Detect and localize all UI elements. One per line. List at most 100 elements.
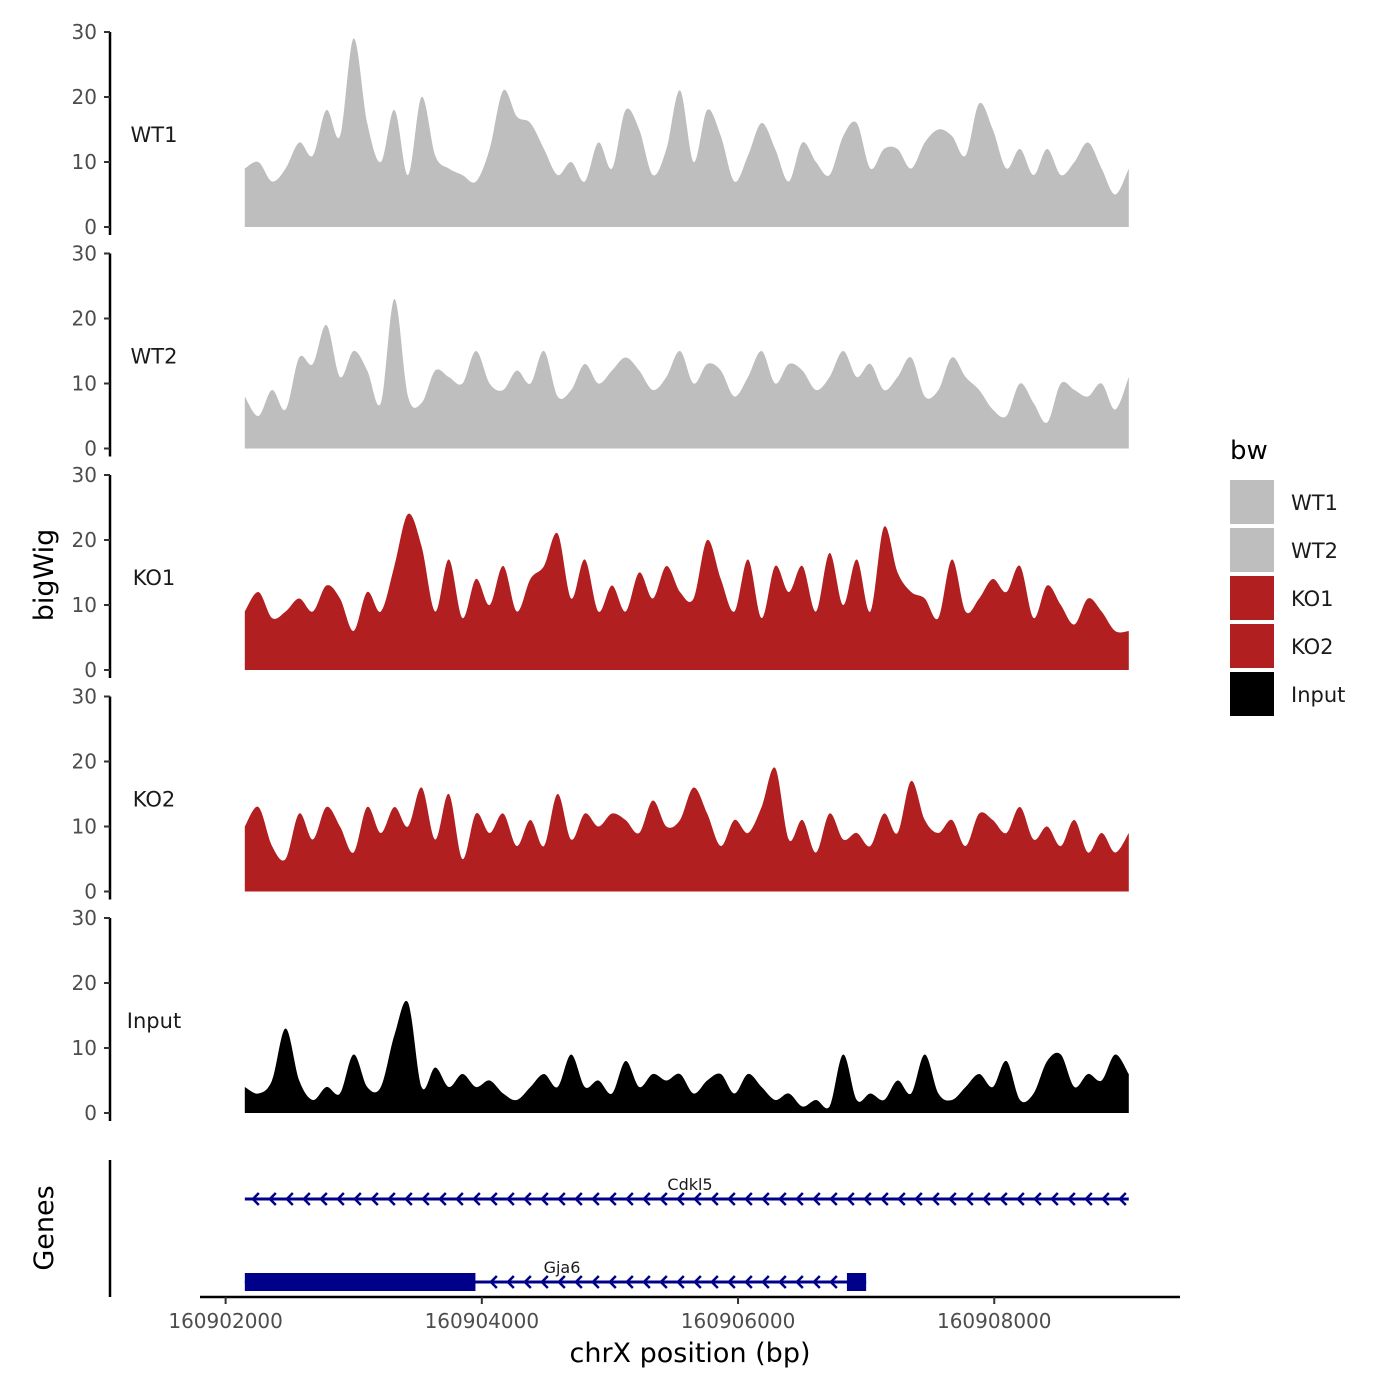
strand-arrow — [1101, 1192, 1110, 1206]
y-tick-label: 20 — [72, 971, 97, 995]
x-tick-label: 160904000 — [425, 1309, 540, 1333]
track-label: KO2 — [133, 788, 176, 812]
legend-title: bw — [1230, 436, 1268, 466]
strand-arrow — [557, 1192, 566, 1206]
strand-arrow — [812, 1275, 821, 1289]
strand-arrow — [812, 1192, 821, 1206]
strand-arrow — [778, 1275, 787, 1289]
strand-arrow — [829, 1192, 838, 1206]
legend-entry-input: Input — [1230, 672, 1345, 716]
y-tick-label: 10 — [72, 372, 97, 396]
strand-arrow — [591, 1275, 600, 1289]
legend-entry-wt1: WT1 — [1230, 480, 1338, 524]
strand-arrow — [540, 1192, 549, 1206]
strand-arrow — [1016, 1192, 1025, 1206]
strand-arrow — [761, 1192, 770, 1206]
strand-arrow — [761, 1275, 770, 1289]
strand-arrow — [897, 1192, 906, 1206]
strand-arrow — [676, 1192, 685, 1206]
legend-entry-ko2: KO2 — [1230, 624, 1334, 668]
strand-arrow — [506, 1192, 515, 1206]
strand-arrow — [846, 1192, 855, 1206]
y-tick-label: 30 — [72, 685, 97, 709]
y-axis-title: bigWig — [29, 529, 60, 622]
legend-swatch — [1230, 528, 1274, 572]
legend-label: WT2 — [1291, 539, 1338, 563]
strand-arrow — [472, 1192, 481, 1206]
track-label: KO1 — [133, 566, 176, 590]
strand-arrow — [795, 1275, 804, 1289]
strand-arrow — [608, 1192, 617, 1206]
y-tick-label: 10 — [72, 815, 97, 839]
y-tick-label: 10 — [72, 593, 97, 617]
gene-label: Gja6 — [544, 1258, 581, 1277]
track-label: WT1 — [131, 123, 178, 147]
strand-arrow — [268, 1192, 277, 1206]
coverage-area-ko2 — [244, 767, 1129, 892]
strand-arrow — [914, 1192, 923, 1206]
gene-cdkl5: Cdkl5 — [244, 1175, 1129, 1206]
track-wt2: 0 10 20 30 WT2 — [72, 242, 1129, 461]
strand-arrow — [336, 1192, 345, 1206]
y-tick-label: 30 — [72, 906, 97, 930]
track-ko2: 0 10 20 30 KO2 — [72, 685, 1129, 904]
strand-arrow — [302, 1192, 311, 1206]
strand-arrow — [693, 1275, 702, 1289]
y-tick-label: 0 — [84, 437, 97, 461]
strand-arrow — [710, 1275, 719, 1289]
legend-label: Input — [1291, 683, 1345, 707]
coverage-area-wt2 — [244, 298, 1129, 449]
genes-axis-title: Genes — [29, 1185, 60, 1270]
strand-arrow — [727, 1275, 736, 1289]
strand-arrow — [880, 1192, 889, 1206]
strand-arrow — [659, 1275, 668, 1289]
strand-arrow — [948, 1192, 957, 1206]
strand-arrow — [523, 1275, 532, 1289]
strand-arrow — [999, 1192, 1008, 1206]
y-tick-label: 10 — [72, 1036, 97, 1060]
x-axis-title: chrX position (bp) — [569, 1338, 810, 1369]
strand-arrow — [591, 1192, 600, 1206]
strand-arrow — [625, 1192, 634, 1206]
y-tick-label: 20 — [72, 307, 97, 331]
gene-exon — [846, 1273, 867, 1291]
strand-arrow — [574, 1275, 583, 1289]
strand-arrow — [455, 1192, 464, 1206]
strand-arrow — [1118, 1192, 1127, 1206]
y-tick-label: 30 — [72, 20, 97, 44]
strand-arrow — [676, 1275, 685, 1289]
y-tick-label: 20 — [72, 750, 97, 774]
strand-arrow — [659, 1192, 668, 1206]
legend-entry-ko1: KO1 — [1230, 576, 1334, 620]
strand-arrow — [285, 1192, 294, 1206]
y-tick-label: 30 — [72, 242, 97, 266]
strand-arrow — [251, 1192, 260, 1206]
strand-arrow — [863, 1192, 872, 1206]
y-tick-label: 20 — [72, 85, 97, 109]
strand-arrow — [710, 1192, 719, 1206]
strand-arrow — [1050, 1192, 1059, 1206]
strand-arrow — [1084, 1192, 1093, 1206]
strand-arrow — [574, 1192, 583, 1206]
y-tick-label: 0 — [84, 1101, 97, 1125]
legend-swatch — [1230, 672, 1274, 716]
legend-entry-wt2: WT2 — [1230, 528, 1338, 572]
y-tick-label: 20 — [72, 528, 97, 552]
strand-arrow — [523, 1192, 532, 1206]
strand-arrow — [489, 1275, 498, 1289]
strand-arrow — [489, 1192, 498, 1206]
coverage-area-input — [244, 1000, 1129, 1113]
track-ko1: 0 10 20 30 KO1 — [72, 463, 1129, 682]
x-tick-label: 160906000 — [681, 1309, 796, 1333]
coverage-area-wt1 — [244, 38, 1129, 227]
strand-arrow — [795, 1192, 804, 1206]
y-tick-label: 0 — [84, 658, 97, 682]
legend-label: KO1 — [1291, 587, 1334, 611]
legend-label: WT1 — [1291, 491, 1338, 515]
x-tick-label: 160908000 — [937, 1309, 1052, 1333]
strand-arrow — [642, 1192, 651, 1206]
strand-arrow — [778, 1192, 787, 1206]
strand-arrow — [965, 1192, 974, 1206]
strand-arrow — [421, 1192, 430, 1206]
